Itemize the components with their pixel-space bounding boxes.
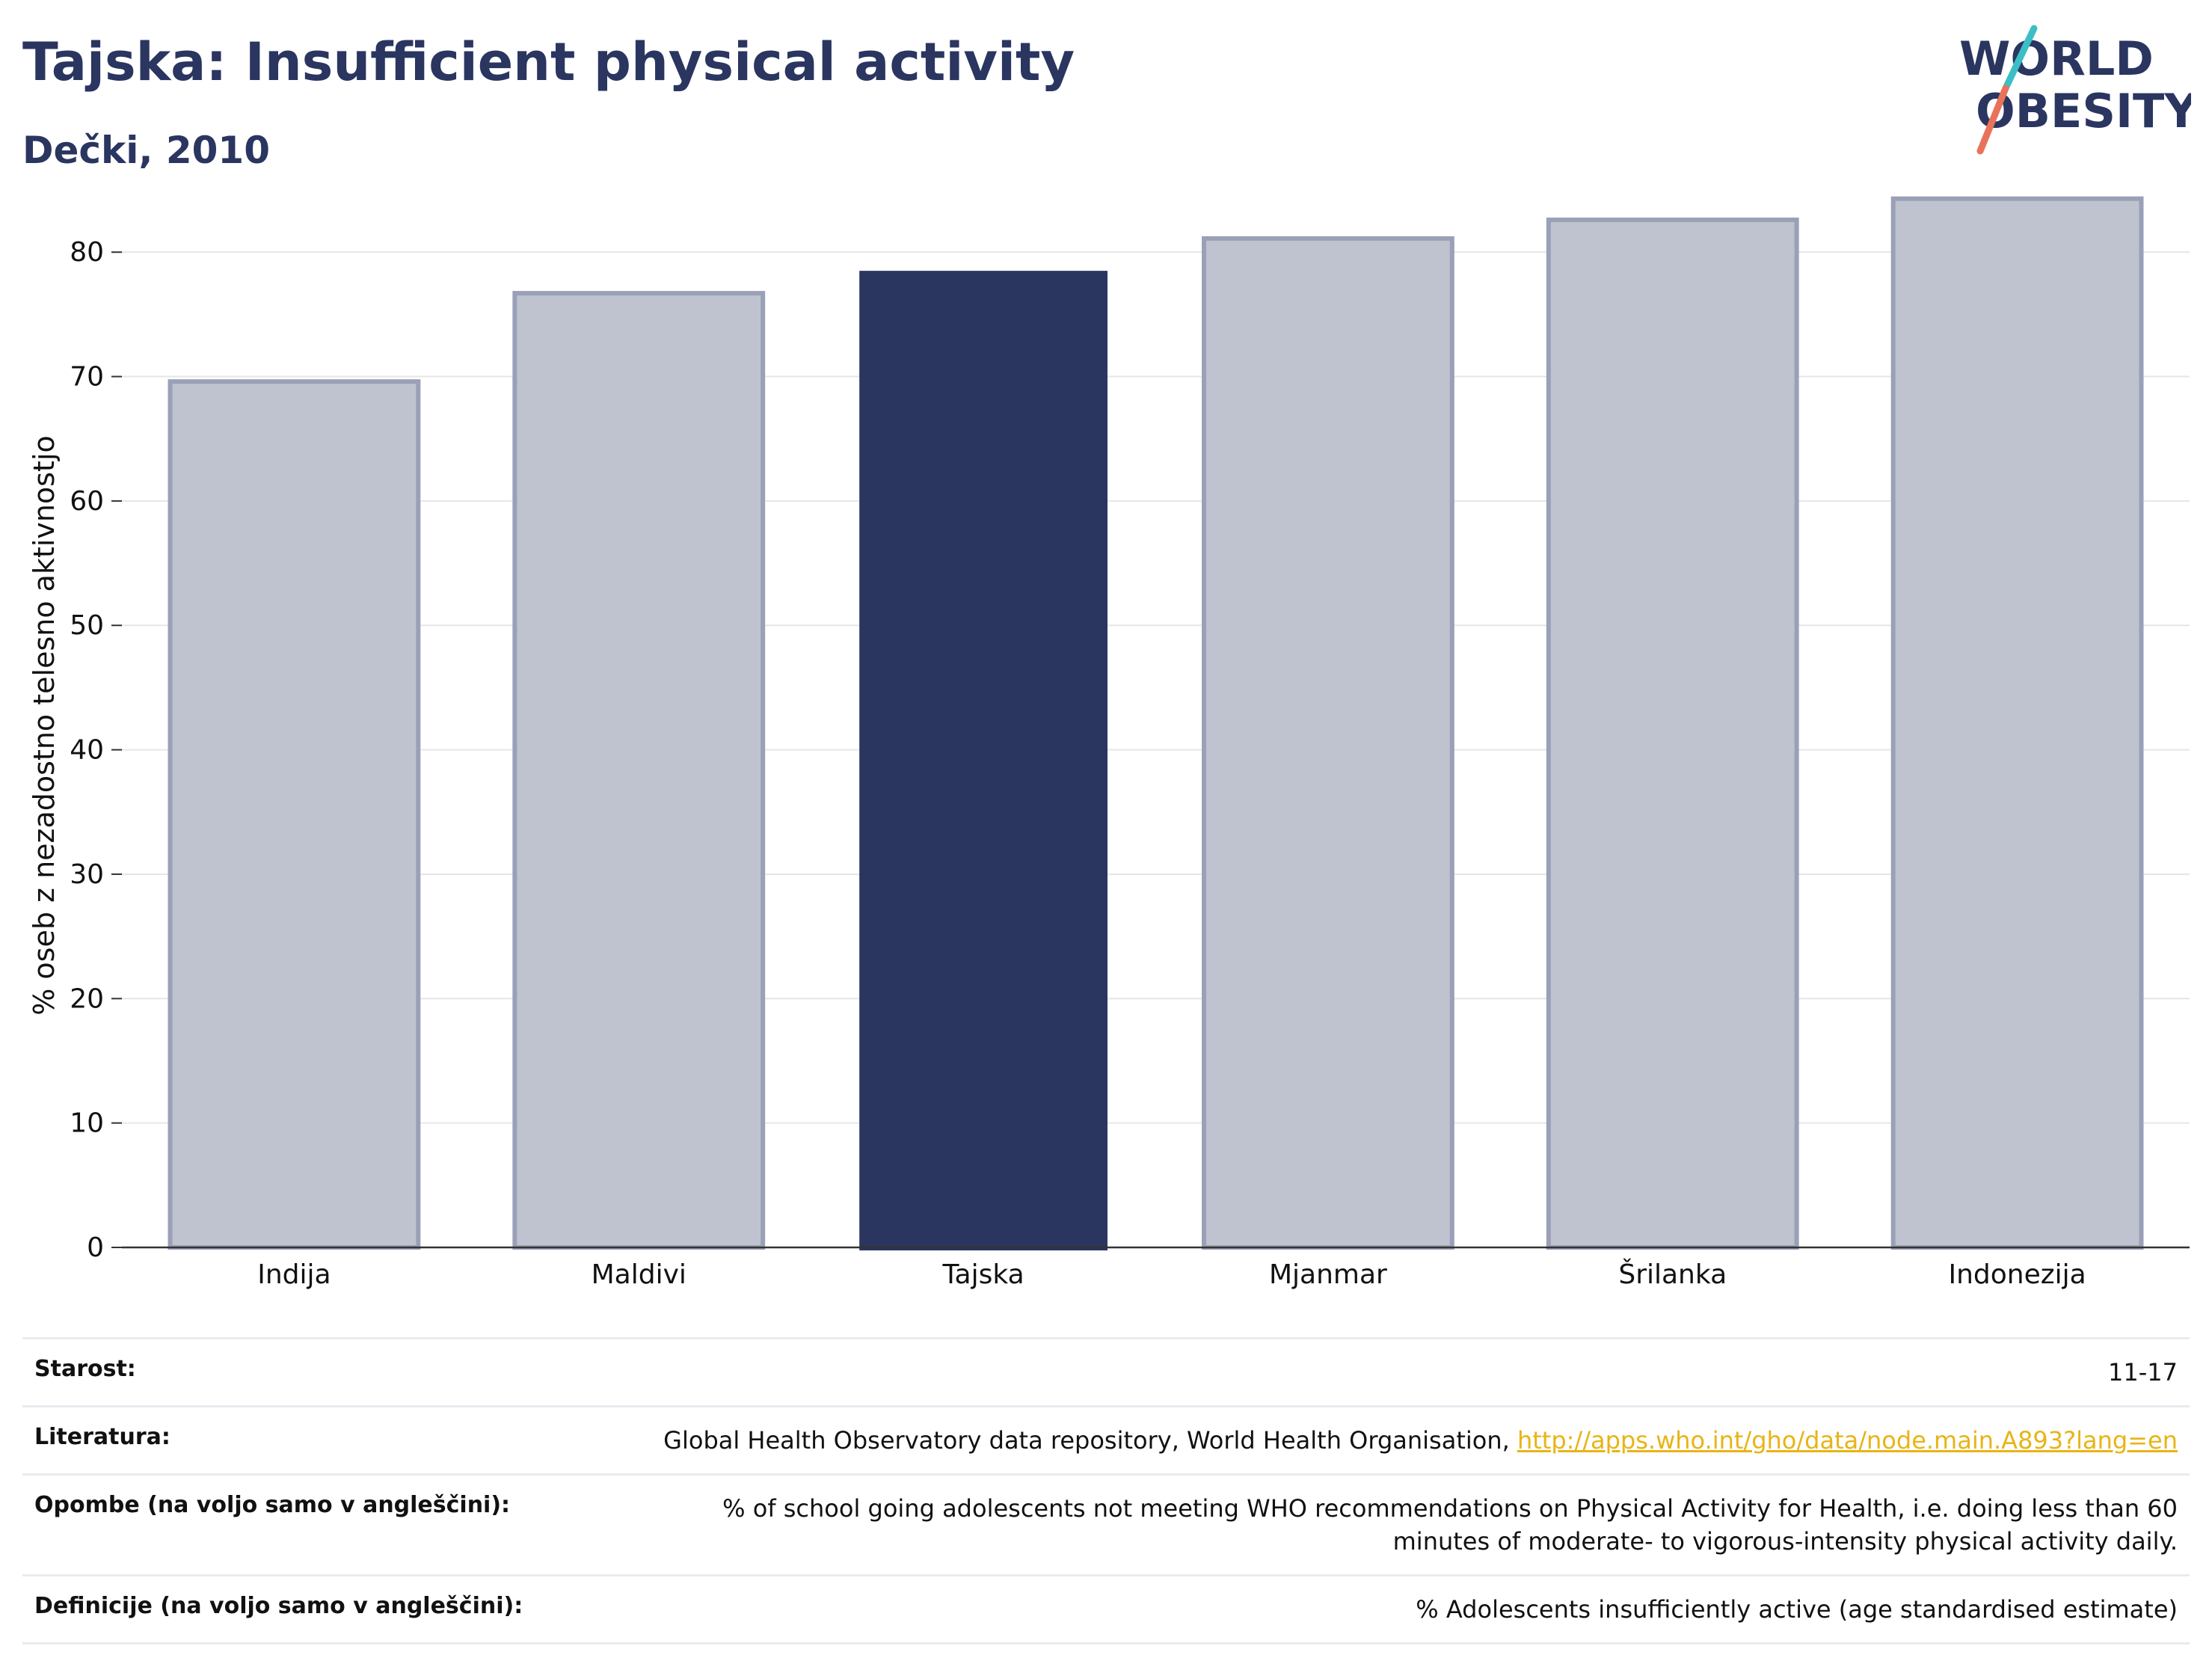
- metadata-table: Starost: 11-17 Literatura: Global Health…: [22, 1337, 2190, 1645]
- bar-indonezija: [1890, 196, 2144, 1250]
- x-tick-label: Indija: [257, 1259, 331, 1290]
- meta-value-notes: % of school going adolescents not meetin…: [722, 1494, 2178, 1556]
- meta-row-references: Literatura: Global Health Observatory da…: [22, 1405, 2190, 1473]
- references-link[interactable]: http://apps.who.int/gho/data/node.main.A…: [1517, 1426, 2178, 1455]
- y-tick-label: 0: [87, 1232, 104, 1263]
- meta-label-references: Literatura:: [34, 1424, 170, 1450]
- meta-row-age: Starost: 11-17: [22, 1337, 2190, 1405]
- y-axis-title: % oseb z nezadostno telesno aktivnostjo: [28, 435, 61, 1016]
- x-tick-label: Mjanmar: [1269, 1259, 1387, 1290]
- meta-value-references: Global Health Observatory data repositor…: [663, 1424, 2178, 1457]
- y-tick-label: 80: [70, 237, 104, 268]
- chart-title: Tajska: Insufficient physical activity: [22, 31, 1075, 93]
- meta-value-age: 11-17: [2108, 1358, 2178, 1387]
- y-tick-label: 60: [70, 486, 104, 517]
- meta-label-definitions: Definicije (na voljo samo v angleščini):: [34, 1593, 523, 1619]
- axes: [111, 251, 2190, 1249]
- world-obesity-logo: WORLD OBESITY: [1959, 25, 2191, 155]
- bar-chart: 0 10 20 30 40 50 60 70 80 Indija Maldivi Tajska Mjan…: [28, 196, 2190, 1290]
- svg-text:WORLD: WORLD: [1959, 31, 2154, 86]
- meta-value-definitions: % Adolescents insufficiently active (age…: [1416, 1595, 2178, 1624]
- x-tick-label: Indonezija: [1948, 1259, 2086, 1290]
- x-tick-label: Maldivi: [592, 1259, 686, 1290]
- bar-mjanmar: [1202, 236, 1454, 1250]
- y-tick-label: 30: [70, 859, 104, 890]
- y-tick-label: 40: [70, 735, 104, 766]
- meta-label-notes: Opombe (na voljo samo v angleščini):: [34, 1492, 511, 1518]
- bar-šrilanka: [1546, 217, 1799, 1250]
- chart-subtitle: Dečki, 2010: [22, 129, 271, 172]
- y-tick-label: 10: [70, 1108, 104, 1139]
- y-tick-label: 50: [70, 610, 104, 641]
- bar-maldivi: [512, 291, 766, 1250]
- bar-indija: [168, 379, 421, 1250]
- meta-row-notes: Opombe (na voljo samo v angleščini): % o…: [22, 1473, 2190, 1574]
- x-tick-label: Šrilanka: [1618, 1259, 1727, 1290]
- grid-lines: [122, 251, 2190, 1124]
- y-tick-label: 20: [70, 983, 104, 1014]
- tick-labels: 0 10 20 30 40 50 60 70 80 Indija Maldivi Tajska Mjan…: [70, 237, 2086, 1290]
- y-tick-label: 70: [70, 362, 104, 393]
- svg-text:OBESITY: OBESITY: [1976, 84, 2191, 138]
- meta-label-age: Starost:: [34, 1356, 136, 1382]
- bars: [168, 196, 2144, 1251]
- bar-tajska: [859, 271, 1107, 1251]
- references-text: Global Health Observatory data repositor…: [663, 1426, 1517, 1455]
- meta-row-definitions: Definicije (na voljo samo v angleščini):…: [22, 1574, 2190, 1645]
- x-tick-label: Tajska: [942, 1259, 1024, 1290]
